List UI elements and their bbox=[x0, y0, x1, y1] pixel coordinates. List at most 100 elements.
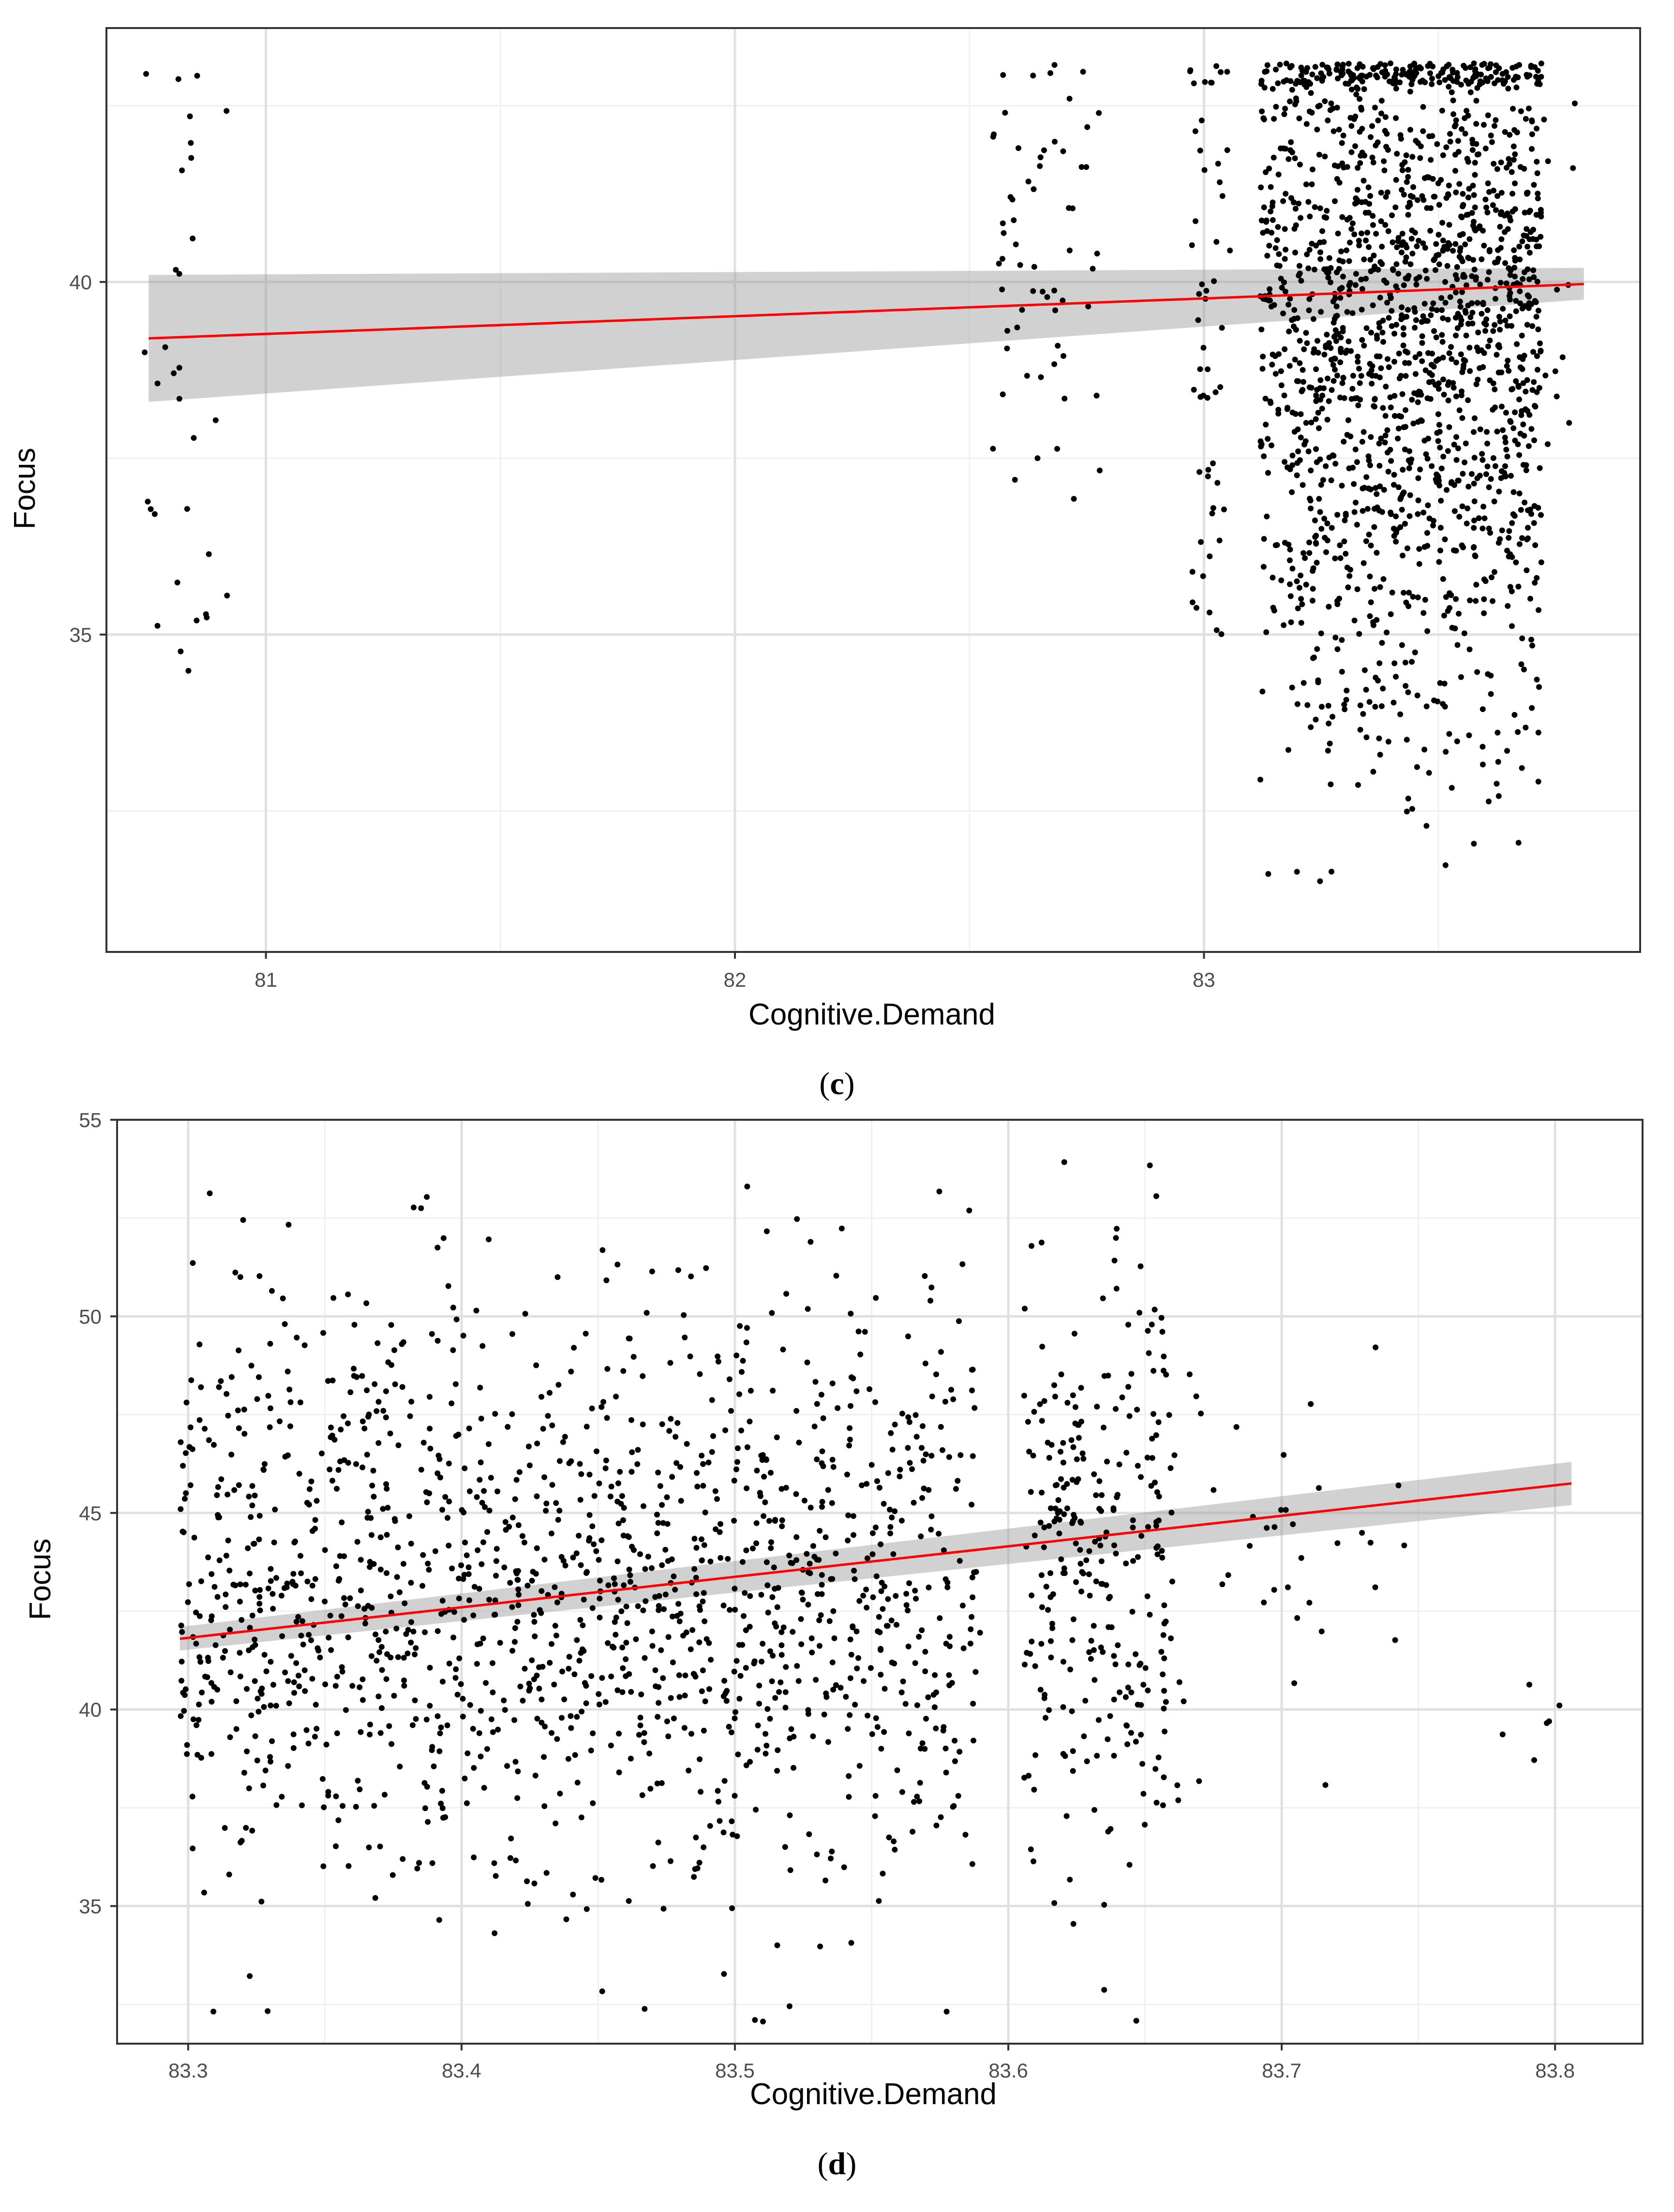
data-point bbox=[658, 1647, 664, 1653]
data-point bbox=[180, 1529, 187, 1535]
data-point bbox=[1467, 368, 1473, 374]
data-point bbox=[1217, 384, 1224, 390]
data-point bbox=[1113, 1550, 1119, 1557]
data-point bbox=[461, 1572, 467, 1578]
data-point bbox=[1464, 520, 1470, 527]
data-point bbox=[1529, 705, 1535, 711]
data-point bbox=[1161, 1602, 1167, 1608]
data-point bbox=[1519, 635, 1525, 641]
data-point bbox=[1357, 702, 1363, 709]
data-point bbox=[1061, 353, 1066, 359]
data-point bbox=[1233, 1424, 1240, 1430]
data-point bbox=[418, 1205, 424, 1211]
data-point bbox=[1361, 667, 1368, 673]
data-point bbox=[1406, 448, 1413, 454]
data-point bbox=[1283, 191, 1289, 197]
data-point bbox=[395, 1544, 401, 1550]
data-point bbox=[1504, 323, 1510, 329]
data-point bbox=[805, 1602, 811, 1608]
data-point bbox=[807, 1560, 813, 1567]
data-point bbox=[1274, 237, 1280, 243]
data-point bbox=[1332, 198, 1338, 204]
data-point bbox=[640, 1421, 646, 1427]
data-point bbox=[1426, 770, 1432, 776]
data-point bbox=[190, 1260, 196, 1266]
data-point bbox=[868, 1462, 875, 1468]
data-point bbox=[1318, 482, 1324, 488]
data-point bbox=[1401, 590, 1407, 596]
data-point bbox=[747, 1759, 753, 1765]
data-point bbox=[1043, 1715, 1048, 1721]
data-point bbox=[1286, 557, 1293, 564]
data-point bbox=[1399, 642, 1405, 648]
data-point bbox=[446, 1499, 452, 1505]
data-point bbox=[1048, 1654, 1054, 1661]
data-point bbox=[791, 1765, 796, 1771]
data-point bbox=[308, 1596, 314, 1602]
data-point bbox=[1076, 1422, 1082, 1428]
data-point bbox=[1196, 1778, 1202, 1784]
data-point bbox=[830, 1608, 837, 1614]
data-point bbox=[589, 1523, 596, 1529]
data-point bbox=[1073, 1540, 1079, 1546]
data-point bbox=[268, 1758, 274, 1765]
data-point bbox=[1324, 208, 1330, 214]
data-point bbox=[366, 1844, 372, 1851]
data-point bbox=[244, 1686, 250, 1692]
data-point bbox=[1011, 217, 1017, 223]
data-point bbox=[1463, 440, 1469, 446]
data-point bbox=[626, 1898, 632, 1904]
data-point bbox=[1292, 101, 1298, 107]
data-point bbox=[385, 1505, 391, 1511]
data-point bbox=[1407, 492, 1413, 498]
data-point bbox=[1534, 575, 1540, 581]
data-point bbox=[391, 1692, 397, 1699]
data-point bbox=[1481, 515, 1488, 521]
data-point bbox=[1405, 307, 1411, 313]
data-point bbox=[545, 1413, 551, 1419]
data-point bbox=[1391, 413, 1398, 419]
data-point bbox=[946, 1633, 953, 1640]
data-point bbox=[1289, 452, 1296, 459]
data-point bbox=[922, 1648, 928, 1655]
data-point bbox=[1152, 1766, 1159, 1772]
data-point bbox=[1481, 610, 1487, 616]
data-point bbox=[1345, 81, 1351, 87]
data-point bbox=[1287, 98, 1293, 104]
data-point bbox=[1295, 448, 1301, 455]
data-point bbox=[209, 1571, 215, 1577]
data-point bbox=[1090, 266, 1096, 272]
data-point bbox=[407, 1413, 413, 1419]
data-point bbox=[529, 1577, 535, 1584]
data-point bbox=[1293, 95, 1299, 102]
data-point bbox=[1471, 498, 1478, 505]
data-point bbox=[1481, 350, 1487, 356]
data-point bbox=[1338, 349, 1344, 356]
data-point bbox=[1196, 469, 1203, 475]
data-point bbox=[1524, 567, 1530, 573]
data-point bbox=[195, 1717, 202, 1723]
data-point bbox=[174, 579, 180, 586]
data-point bbox=[696, 1859, 702, 1866]
data-point bbox=[873, 1295, 879, 1301]
data-point bbox=[1288, 195, 1294, 201]
data-point bbox=[1138, 1533, 1145, 1539]
data-point bbox=[351, 1373, 357, 1379]
data-point bbox=[1519, 765, 1525, 771]
data-point bbox=[1434, 471, 1440, 477]
data-point bbox=[534, 1716, 540, 1722]
data-point bbox=[187, 1424, 194, 1430]
data-point bbox=[534, 1545, 540, 1551]
data-point bbox=[538, 1696, 545, 1703]
data-point bbox=[1055, 1497, 1061, 1503]
data-point bbox=[675, 1267, 681, 1273]
data-point bbox=[1535, 326, 1541, 332]
data-point bbox=[1341, 439, 1347, 445]
data-point bbox=[1471, 544, 1477, 550]
data-point bbox=[190, 1845, 196, 1852]
data-point bbox=[810, 1543, 816, 1549]
data-point bbox=[1070, 1518, 1076, 1524]
data-point bbox=[439, 1805, 446, 1811]
data-point bbox=[1438, 498, 1444, 504]
data-point bbox=[1047, 1594, 1054, 1600]
